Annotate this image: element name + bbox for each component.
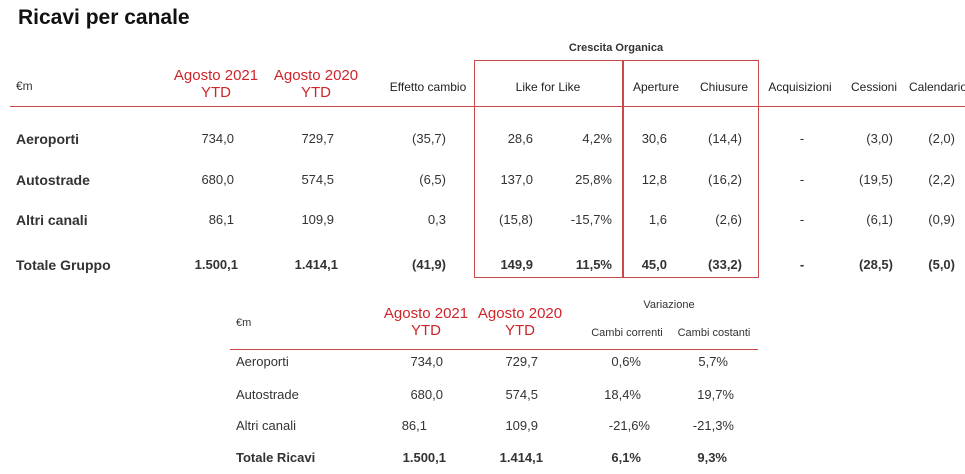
cell-ago2021: 734,0: [201, 131, 234, 146]
cell-acquisizioni: -: [799, 131, 805, 146]
cell-lfl-value: (15,8): [499, 212, 533, 227]
col-header-ago2020: Agosto 2020 YTD: [273, 67, 359, 101]
cell-lfl-pct: 4,2%: [582, 131, 612, 146]
cell-acquisizioni: -: [799, 212, 805, 227]
cell-aperture: 45,0: [641, 257, 667, 272]
cell-effetto: (6,5): [419, 172, 446, 187]
cell-effetto: 0,3: [427, 212, 446, 227]
cell-aperture: 1,6: [648, 212, 667, 227]
cell-ago2021: 734,0: [410, 354, 443, 369]
col-header-chiusure: Chiusure: [699, 80, 749, 94]
cell-cambi-costanti: 19,7%: [697, 387, 734, 402]
cell-ago2020: 1.414,1: [499, 450, 543, 465]
cell-cambi-costanti: -21,3%: [692, 418, 734, 433]
cell-effetto: (41,9): [412, 257, 446, 272]
cell-cessioni: (28,5): [859, 257, 893, 272]
cell-lfl-pct: 11,5%: [575, 257, 612, 272]
cell-cambi-correnti: 6,1%: [611, 450, 641, 465]
cell-cessioni: (6,1): [866, 212, 893, 227]
cell-effetto: (35,7): [412, 131, 446, 146]
cell-lfl-pct: 25,8%: [575, 172, 612, 187]
col-header-cambi-costanti: Cambi costanti: [677, 327, 751, 339]
col-header-cambi-correnti: Cambi correnti: [591, 327, 663, 339]
organic-growth-header: Crescita Organica: [568, 42, 664, 54]
cell-calendario: (2,0): [928, 131, 955, 146]
cell-ago2021: 86,1: [401, 418, 427, 433]
cell-ago2021: 1.500,1: [194, 257, 238, 272]
col-header-ago2020: Agosto 2020 YTD: [477, 305, 563, 339]
col-header-effetto-cambio: Effetto cambio: [389, 80, 467, 94]
cell-calendario: (2,2): [928, 172, 955, 187]
cell-ago2020: 729,7: [505, 354, 538, 369]
cell-aperture: 12,8: [641, 172, 667, 187]
cell-acquisizioni: -: [799, 257, 805, 272]
cell-lfl-value: 137,0: [500, 172, 533, 187]
col-header-calendario: Calendario: [908, 80, 965, 94]
cell-ago2021: 680,0: [410, 387, 443, 402]
cell-calendario: (5,0): [928, 257, 955, 272]
col-header-ago2021: Agosto 2021 YTD: [173, 67, 259, 101]
row-label: Autostrade: [16, 172, 90, 188]
cell-cessioni: (3,0): [866, 131, 893, 146]
cell-cambi-correnti: 18,4%: [604, 387, 641, 402]
cell-ago2020: 109,9: [301, 212, 334, 227]
cell-chiusure: (16,2): [708, 172, 742, 187]
cell-cambi-correnti: -21,6%: [608, 418, 650, 433]
row-label: Autostrade: [236, 387, 299, 402]
header-rule: [230, 349, 758, 350]
cell-ago2020: 729,7: [301, 131, 334, 146]
row-label: Altri canali: [236, 418, 296, 433]
cell-ago2021: 680,0: [201, 172, 234, 187]
header-rule: [10, 106, 965, 107]
cell-acquisizioni: -: [799, 172, 805, 187]
unit-label: €m: [16, 79, 33, 93]
row-label: Altri canali: [16, 212, 88, 228]
page-title: Ricavi per canale: [18, 6, 190, 29]
col-header-ago2021: Agosto 2021 YTD: [383, 305, 469, 339]
col-header-cessioni: Cessioni: [850, 80, 898, 94]
row-label: Totale Ricavi: [236, 450, 316, 465]
cell-lfl-value: 28,6: [507, 131, 533, 146]
cell-lfl-pct: -15,7%: [570, 212, 612, 227]
cell-ago2020: 1.414,1: [294, 257, 338, 272]
organic-growth-divider: [622, 60, 624, 278]
cell-lfl-value: 149,9: [500, 257, 533, 272]
cell-cambi-correnti: 0,6%: [611, 354, 641, 369]
cell-ago2021: 86,1: [208, 212, 234, 227]
cell-chiusure: (2,6): [715, 212, 742, 227]
cell-calendario: (0,9): [928, 212, 955, 227]
organic-growth-box: [474, 60, 759, 278]
cell-cambi-costanti: 5,7%: [698, 354, 728, 369]
cell-ago2020: 109,9: [505, 418, 538, 433]
col-header-aperture: Aperture: [632, 80, 680, 94]
unit-label: €m: [236, 317, 252, 329]
row-label: Aeroporti: [16, 131, 79, 147]
col-header-like-for-like: Like for Like: [515, 80, 581, 94]
cell-chiusure: (14,4): [708, 131, 742, 146]
col-header-acquisizioni: Acquisizioni: [768, 80, 832, 94]
row-label: Aeroporti: [236, 354, 289, 369]
cell-ago2021: 1.500,1: [402, 450, 446, 465]
cell-ago2020: 574,5: [505, 387, 538, 402]
cell-cessioni: (19,5): [859, 172, 893, 187]
cell-aperture: 30,6: [641, 131, 667, 146]
row-label: Totale Gruppo: [16, 257, 111, 273]
cell-cambi-costanti: 9,3%: [697, 450, 727, 465]
cell-ago2020: 574,5: [301, 172, 334, 187]
variation-header: Variazione: [643, 299, 695, 311]
cell-chiusure: (33,2): [708, 257, 742, 272]
